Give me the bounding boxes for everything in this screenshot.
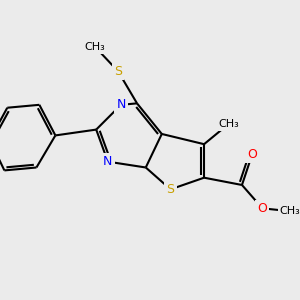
Text: O: O — [247, 148, 257, 161]
Text: CH₃: CH₃ — [84, 41, 105, 52]
Text: O: O — [257, 202, 267, 215]
Text: N: N — [116, 98, 126, 111]
Text: CH₃: CH₃ — [218, 119, 239, 129]
Text: S: S — [114, 65, 122, 78]
Text: S: S — [167, 183, 175, 196]
Text: CH₃: CH₃ — [280, 206, 300, 216]
Text: N: N — [103, 155, 112, 168]
